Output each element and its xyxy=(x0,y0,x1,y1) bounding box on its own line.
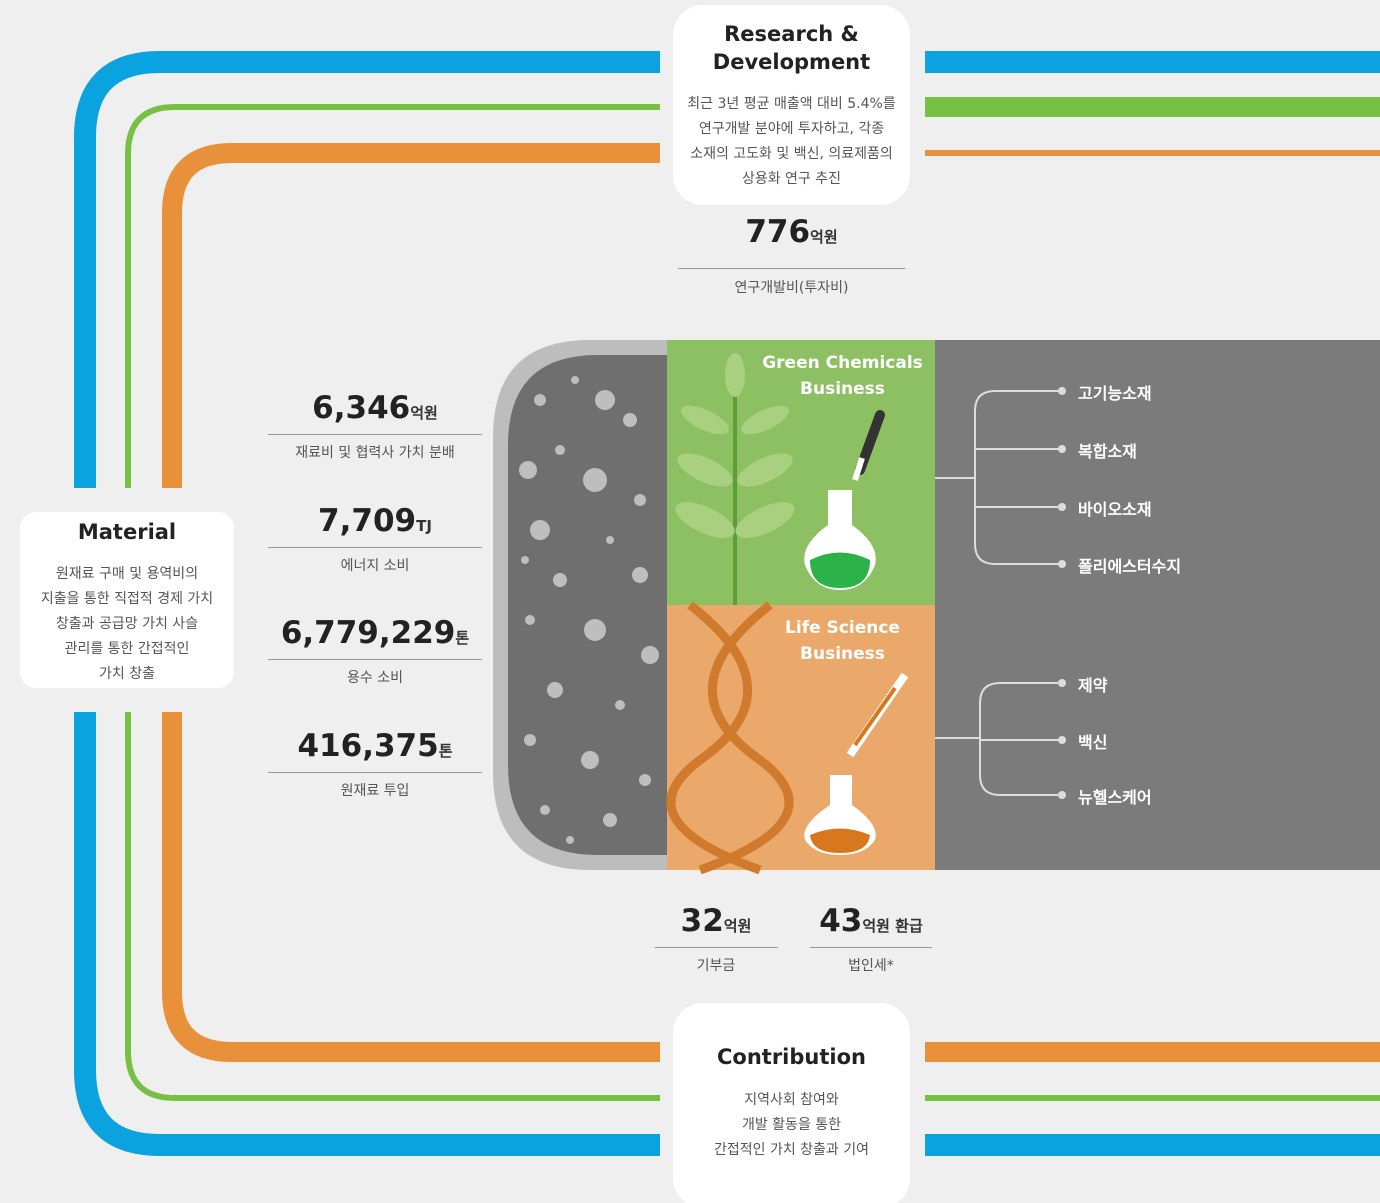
title-line: Business xyxy=(720,376,965,402)
stat-label: 재료비 및 협력사 가치 분배 xyxy=(268,442,482,462)
rnd-stat: 776억원 xyxy=(678,214,905,250)
business-item: 바이오소재 xyxy=(1078,496,1152,520)
title-line: Green Chemicals xyxy=(720,350,965,376)
divider xyxy=(678,268,905,269)
stat-unit: 톤 xyxy=(439,742,453,760)
desc-line: 소재의 고도화 및 백신, 의료제품의 xyxy=(673,142,910,167)
desc-line: 간접적인 가치 창출과 기여 xyxy=(673,1138,910,1163)
stat-label: 기부금 xyxy=(655,955,778,975)
life-title: Life Science Business xyxy=(720,615,965,667)
stat-label: 법인세* xyxy=(810,955,932,975)
stat-value: 416,375 xyxy=(297,728,438,764)
divider xyxy=(655,947,778,948)
business-item: 복합소재 xyxy=(1078,438,1137,462)
desc-line: 최근 3년 평균 매출액 대비 5.4%를 xyxy=(673,92,910,117)
rnd-desc: 최근 3년 평균 매출액 대비 5.4%를 연구개발 분야에 투자하고, 각종 … xyxy=(673,92,910,192)
desc-line: 창출과 공급망 가치 사슬 xyxy=(8,612,246,637)
material-title: Material xyxy=(8,518,246,546)
contribution-title: Contribution xyxy=(673,1043,910,1071)
stat-unit: 억원 xyxy=(810,228,838,246)
stat: 416,375톤 xyxy=(268,728,482,764)
business-item: 뉴헬스케어 xyxy=(1078,784,1152,808)
infographic: Research & Development 최근 3년 평균 매출액 대비 5… xyxy=(0,0,1380,1203)
desc-line: 원재료 구매 및 용역비의 xyxy=(8,562,246,587)
desc-line: 개발 활동을 통한 xyxy=(673,1113,910,1138)
stat: 6,779,229톤 xyxy=(268,615,482,651)
stat-label: 원재료 투입 xyxy=(268,780,482,800)
material-desc: 원재료 구매 및 용역비의 지출을 통한 직접적 경제 가치 창출과 공급망 가… xyxy=(8,562,246,687)
stat-label: 에너지 소비 xyxy=(268,555,482,575)
stat-value: 776 xyxy=(745,214,810,250)
business-item: 백신 xyxy=(1078,729,1107,753)
stat-unit: TJ xyxy=(416,517,432,535)
stat: 7,709TJ xyxy=(268,503,482,539)
business-item: 고기능소재 xyxy=(1078,380,1152,404)
stat-unit: 억원 xyxy=(724,917,752,935)
stat-unit: 억원 환급 xyxy=(862,917,922,935)
stat-unit: 톤 xyxy=(455,629,469,647)
divider xyxy=(268,434,482,435)
desc-line: 지출을 통한 직접적 경제 가치 xyxy=(8,587,246,612)
desc-line: 상용화 연구 추진 xyxy=(673,167,910,192)
stat-value: 32 xyxy=(681,903,724,939)
title-line: Business xyxy=(720,641,965,667)
title-line: Life Science xyxy=(720,615,965,641)
stat-value: 6,779,229 xyxy=(281,615,456,651)
stat-label: 용수 소비 xyxy=(268,667,482,687)
business-item: 폴리에스터수지 xyxy=(1078,553,1181,577)
stat: 43억원 환급 xyxy=(810,903,932,939)
desc-line: 가치 창출 xyxy=(8,662,246,687)
stat-value: 6,346 xyxy=(312,390,410,426)
desc-line: 지역사회 참여와 xyxy=(673,1088,910,1113)
contribution-desc: 지역사회 참여와 개발 활동을 통한 간접적인 가치 창출과 기여 xyxy=(673,1088,910,1163)
divider xyxy=(268,772,482,773)
stat-value: 43 xyxy=(819,903,862,939)
desc-line: 연구개발 분야에 투자하고, 각종 xyxy=(673,117,910,142)
stat: 32억원 xyxy=(655,903,778,939)
stat-label: 연구개발비(투자비) xyxy=(678,277,905,297)
business-item: 제약 xyxy=(1078,672,1107,696)
stat: 6,346억원 xyxy=(268,390,482,426)
stat-unit: 억원 xyxy=(410,404,438,422)
green-title: Green Chemicals Business xyxy=(720,350,965,402)
divider xyxy=(268,547,482,548)
divider xyxy=(268,659,482,660)
divider xyxy=(810,947,932,948)
desc-line: 관리를 통한 간접적인 xyxy=(8,637,246,662)
stat-value: 7,709 xyxy=(318,503,416,539)
rnd-title: Research & Development xyxy=(673,20,910,76)
